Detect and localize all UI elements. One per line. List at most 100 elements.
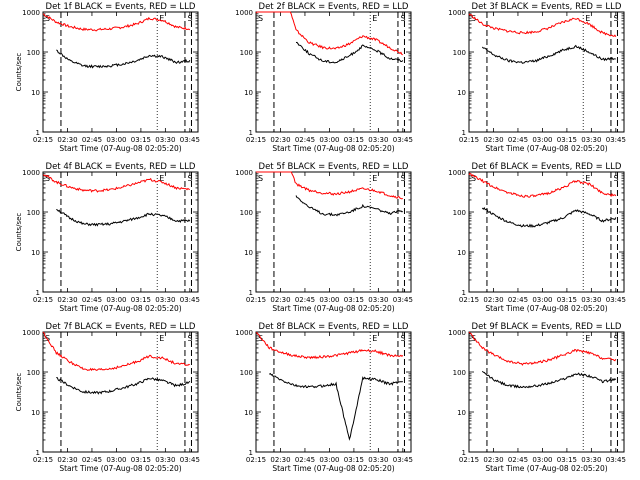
y-tick-label: 10: [457, 249, 466, 257]
x-tick-label: 02:15: [459, 136, 479, 144]
x-tick-label: 02:45: [82, 296, 102, 304]
x-tick-label: 02:30: [483, 296, 503, 304]
y-tick-label: 1: [462, 289, 466, 297]
y-tick-label: 100: [453, 49, 466, 57]
x-tick-label: 03:30: [368, 296, 388, 304]
x-tick-label: 02:30: [483, 456, 503, 464]
marker-e: E: [372, 174, 377, 183]
x-tick-label: 03:30: [368, 136, 388, 144]
x-tick-label: 03:00: [532, 136, 552, 144]
x-tick-label: 03:15: [344, 296, 364, 304]
x-axis-label: Start Time (07-Aug-08 02:05:20): [485, 464, 607, 473]
marker-s-left: S: [258, 14, 263, 23]
marker-s-right: S: [187, 14, 192, 23]
x-tick-label: 03:30: [581, 296, 601, 304]
y-tick-label: 1: [462, 129, 466, 137]
marker-e: E: [585, 174, 590, 183]
x-tick-label: 03:00: [532, 456, 552, 464]
y-tick-label: 1000: [22, 9, 40, 17]
chart-title: Det 5f BLACK = Events, RED = LLD: [259, 162, 409, 172]
x-tick-label: 02:45: [295, 136, 315, 144]
y-tick-label: 1: [249, 129, 253, 137]
x-tick-label: 03:15: [344, 136, 364, 144]
x-tick-label: 03:45: [606, 456, 626, 464]
marker-s-right: S: [400, 14, 405, 23]
series-line-events: [56, 49, 191, 69]
y-tick-label: 100: [240, 369, 253, 377]
marker-e: E: [372, 14, 377, 23]
x-axis-label: Start Time (07-Aug-08 02:05:20): [272, 304, 394, 313]
chart-panel-1: Det 1f BLACK = Events, RED = LLD 1 10 100 10…: [15, 2, 200, 153]
y-tick-label: 10: [31, 249, 40, 257]
series-line-lld: [42, 13, 191, 32]
plot-frame: [468, 11, 625, 133]
series-line-lld: [42, 331, 190, 372]
y-tick-label: 1: [249, 449, 253, 457]
x-tick-label: 02:15: [459, 456, 479, 464]
series-line-events: [295, 41, 404, 64]
x-tick-label: 03:15: [131, 456, 151, 464]
x-tick-label: 03:30: [368, 456, 388, 464]
series-line-events: [56, 377, 191, 395]
chart-panel-2: Det 2f BLACK = Events, RED = LLD 1 10 100 10…: [235, 2, 413, 153]
marker-e: E: [585, 334, 590, 343]
x-tick-label: 03:45: [393, 456, 413, 464]
y-tick-label: 1: [36, 129, 40, 137]
x-tick-label: 02:30: [270, 136, 290, 144]
marker-s-right: S: [613, 174, 618, 183]
x-tick-label: 03:15: [557, 136, 577, 144]
marker-s-left: S: [258, 174, 263, 183]
plot-frame: [255, 171, 412, 293]
series-line-events: [56, 208, 191, 227]
x-tick-label: 03:30: [155, 296, 175, 304]
series-line-lld: [42, 174, 191, 193]
chart-title: Det 4f BLACK = Events, RED = LLD: [46, 162, 196, 172]
plot-frame: [255, 331, 412, 453]
x-axis-label: Start Time (07-Aug-08 02:05:20): [485, 304, 607, 313]
y-axis-label: Counts/sec: [15, 53, 23, 92]
y-tick-label: 10: [31, 89, 40, 97]
chart-panel-5: Det 5f BLACK = Events, RED = LLD 1 10 100 10…: [235, 162, 413, 313]
y-axis-label: Counts/sec: [15, 373, 23, 412]
x-tick-label: 03:15: [557, 296, 577, 304]
series-line-events: [269, 372, 403, 441]
x-tick-label: 02:30: [270, 456, 290, 464]
chart-panel-3: Det 3f BLACK = Events, RED = LLD 1 10 100 10…: [448, 2, 626, 153]
x-tick-label: 03:30: [155, 136, 175, 144]
marker-e: E: [159, 174, 164, 183]
plot-frame: [42, 11, 199, 133]
marker-s-left: S: [45, 334, 50, 343]
y-tick-label: 1: [36, 449, 40, 457]
y-tick-label: 1000: [235, 9, 253, 17]
chart-title: Det 9f BLACK = Events, RED = LLD: [472, 322, 622, 332]
x-tick-label: 03:15: [344, 456, 364, 464]
x-axis-label: Start Time (07-Aug-08 02:05:20): [59, 144, 181, 153]
x-tick-label: 02:30: [57, 136, 77, 144]
x-tick-label: 03:00: [532, 296, 552, 304]
chart-panel-9: Det 9f BLACK = Events, RED = LLD 1 10 100 10…: [448, 322, 626, 473]
x-tick-label: 02:45: [82, 136, 102, 144]
x-tick-label: 03:00: [319, 136, 339, 144]
y-tick-label: 1: [462, 449, 466, 457]
x-tick-label: 03:00: [319, 296, 339, 304]
marker-s-right: S: [400, 174, 405, 183]
x-tick-label: 03:30: [155, 456, 175, 464]
x-tick-label: 02:30: [483, 136, 503, 144]
series-line-lld: [468, 172, 617, 198]
y-tick-label: 10: [244, 249, 253, 257]
plot-frame: [468, 331, 625, 453]
y-tick-label: 1000: [235, 329, 253, 337]
series-line-events: [295, 195, 403, 217]
x-tick-label: 02:45: [508, 296, 528, 304]
chart-panel-8: Det 8f BLACK = Events, RED = LLD 1 10 100 10…: [235, 322, 413, 473]
marker-e: E: [585, 14, 590, 23]
y-tick-label: 100: [240, 209, 253, 217]
x-axis-label: Start Time (07-Aug-08 02:05:20): [272, 464, 394, 473]
x-tick-label: 03:15: [131, 296, 151, 304]
x-tick-label: 03:30: [581, 136, 601, 144]
x-tick-label: 02:45: [508, 456, 528, 464]
x-tick-label: 03:45: [393, 296, 413, 304]
plot-frame: [42, 171, 199, 293]
y-tick-label: 100: [453, 209, 466, 217]
series-line-lld: [255, 11, 403, 56]
